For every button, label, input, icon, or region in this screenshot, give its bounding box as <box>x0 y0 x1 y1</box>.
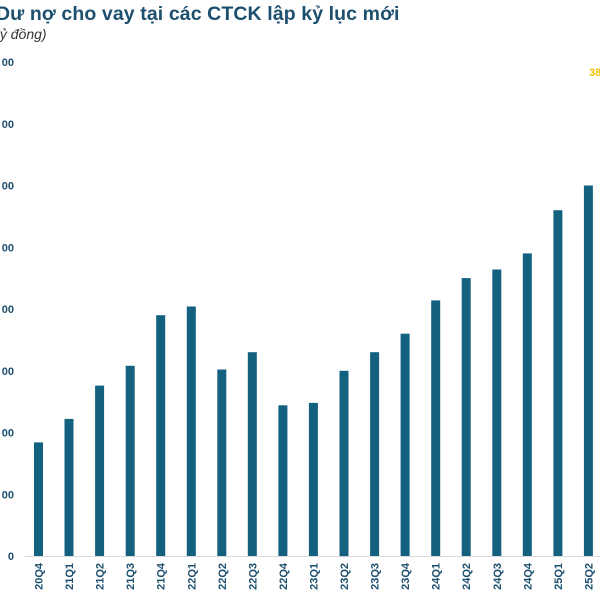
y-tick-label: 00 <box>2 366 14 378</box>
bar-21Q3 <box>125 365 135 556</box>
x-tick-label: 24Q3 <box>492 563 504 590</box>
x-tick-label: 23Q2 <box>339 563 351 590</box>
bar-22Q2 <box>217 369 227 556</box>
x-tick-label: 21Q2 <box>95 563 107 590</box>
bar-23Q2 <box>339 370 349 557</box>
x-tick-label: 22Q2 <box>217 563 229 590</box>
x-tick-label: 24Q2 <box>461 563 473 590</box>
bar-23Q4 <box>400 333 410 556</box>
chart-title: Dư nợ cho vay tại các CTCK lập kỷ lục mớ… <box>0 3 400 25</box>
bar-23Q1 <box>308 402 318 556</box>
x-tick-label: 22Q3 <box>247 563 259 590</box>
x-tick-label: 23Q1 <box>308 563 320 590</box>
x-tick-label: 22Q4 <box>278 562 290 590</box>
bar-24Q3 <box>492 269 502 556</box>
y-tick-label: 00 <box>2 57 14 69</box>
x-tick-label: 25Q2 <box>583 563 595 590</box>
bar-23Q3 <box>370 352 380 556</box>
x-tick-label: 21Q4 <box>156 562 168 590</box>
bars-group <box>34 185 593 557</box>
y-tick-label: 00 <box>2 181 14 193</box>
y-tick-label: 00 <box>2 304 14 316</box>
y-tick-label: 00 <box>2 489 14 501</box>
bar-24Q1 <box>431 300 441 556</box>
y-tick-label: 00 <box>2 242 14 254</box>
chart-subtitle: tỷ đồng) <box>0 26 47 42</box>
bar-25Q2 <box>583 185 593 556</box>
x-tick-label: 23Q4 <box>400 562 412 590</box>
annotations: 38 <box>589 67 600 79</box>
x-axis: 20Q4 21Q1 21Q2 21Q3 21Q4 22Q1 22Q2 22Q3 22Q4 23Q1… <box>34 562 596 590</box>
bar-22Q4 <box>278 405 288 556</box>
y-tick-label: 00 <box>2 119 14 131</box>
x-tick-label: 20Q4 <box>34 562 46 590</box>
x-tick-label: 23Q3 <box>370 563 382 590</box>
x-tick-label: 24Q4 <box>522 562 534 590</box>
bar-22Q3 <box>247 352 257 556</box>
bar-24Q4 <box>522 253 532 556</box>
x-tick-label: 21Q3 <box>125 563 137 590</box>
bar-25Q1 <box>553 210 563 556</box>
bar-22Q1 <box>186 306 196 556</box>
y-tick-label: 00 <box>2 428 14 440</box>
bar-21Q1 <box>64 418 74 556</box>
x-tick-label: 21Q1 <box>64 563 76 590</box>
x-tick-label: 25Q1 <box>553 563 565 590</box>
bar-24Q2 <box>461 278 471 556</box>
y-tick-label: 0 <box>8 551 14 563</box>
bar-21Q2 <box>95 385 105 556</box>
x-tick-label: 22Q1 <box>186 563 198 590</box>
bar-21Q4 <box>156 315 166 556</box>
value-annotation: 38 <box>589 67 600 79</box>
x-tick-label: 24Q1 <box>431 563 443 590</box>
bar-20Q4 <box>34 442 43 556</box>
